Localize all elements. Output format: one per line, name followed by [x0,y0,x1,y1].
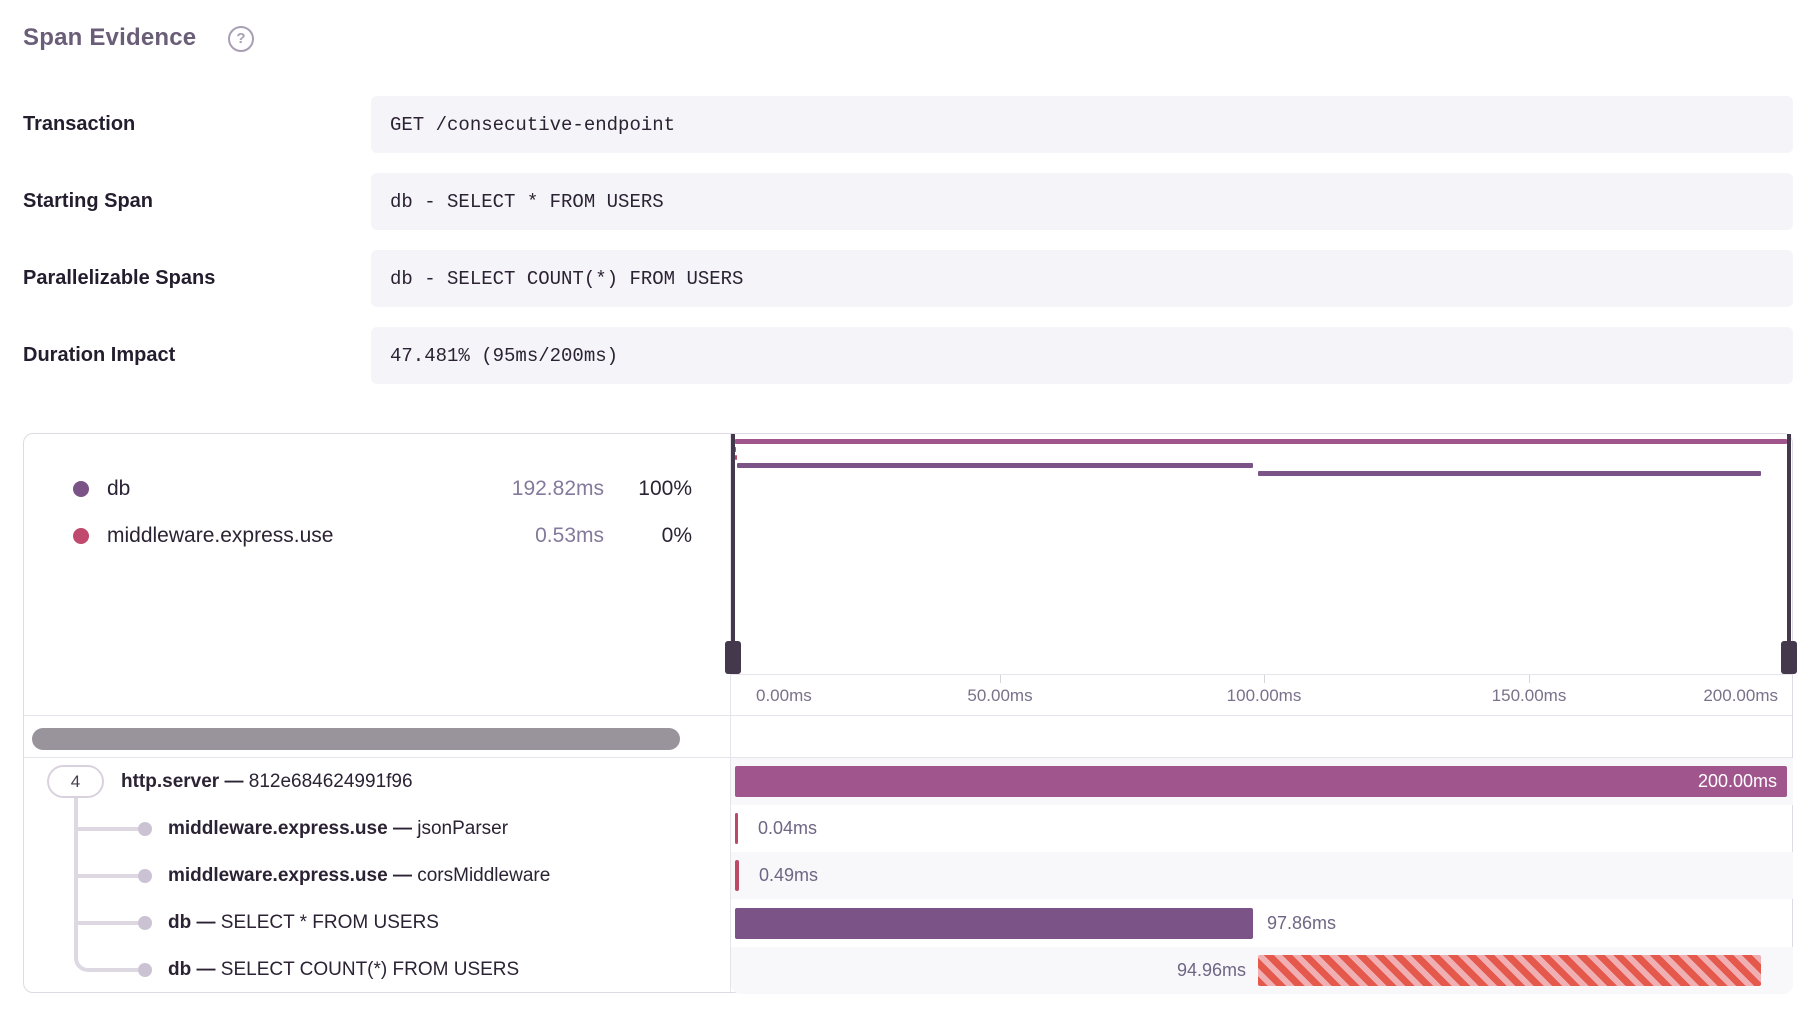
evidence-label-transaction: Transaction [23,113,136,135]
span-op: db [168,959,192,981]
tree-connector-branch [77,826,138,831]
legend-duration: 192.82ms [511,476,604,500]
span-separator: — [392,817,412,839]
time-axis: 0.00ms 50.00ms 100.00ms 150.00ms 200.00m… [731,674,1793,715]
minimap-bar-db-select [737,463,1253,468]
minimap-left-grip[interactable] [725,641,741,674]
span-separator: — [196,959,216,981]
evidence-value-parallelizable-spans: db - SELECT COUNT(*) FROM USERS [371,250,1793,307]
minimap-bar-middleware-1 [735,447,736,452]
span-op: middleware.express.use [168,864,388,886]
db-legend-dot [73,480,89,497]
axis-tick [1264,675,1265,683]
legend-item-db: db 192.82ms 100% [24,465,730,512]
minimap-bar-middleware-2 [735,455,737,460]
evidence-value-starting-span: db - SELECT * FROM USERS [371,173,1793,230]
legend-name: middleware.express.use [107,523,334,547]
duration-row-jsonparser[interactable]: 0.04ms [731,805,1793,852]
span-tree-row-db-count[interactable]: db — SELECT COUNT(*) FROM USERS [24,947,730,994]
span-description: jsonParser [417,817,509,839]
span-op: middleware.express.use [168,817,388,839]
help-icon[interactable]: ? [228,26,254,52]
tree-connector-vertical [74,798,78,928]
scrollbar-track [24,716,730,757]
tree-connector-branch [77,921,138,926]
legend-percent: 0% [661,523,692,547]
span-tree-row-jsonparser[interactable]: middleware.express.use — jsonParser [24,805,730,852]
divider-line [24,715,1792,716]
axis-label-150ms: 150.00ms [1491,686,1567,705]
minimap-bar-http-server [735,439,1787,444]
tree-node-dot [138,963,152,978]
duration-bar-jsonparser[interactable] [735,813,738,845]
tree-node-dot [138,821,152,836]
span-separator: — [224,770,244,792]
span-separator: — [392,864,412,886]
span-description: corsMiddleware [417,864,551,886]
evidence-value-duration-impact: 47.481% (95ms/200ms) [371,327,1793,384]
tree-connector-elbow [74,924,138,972]
span-duration-bars: 200.00ms 0.04ms 0.49ms 97.86ms 94.96ms [731,758,1793,994]
axis-label-100ms: 100.00ms [1226,686,1302,705]
axis-label-0ms: 0.00ms [756,686,812,705]
duration-row-corsmiddleware[interactable]: 0.49ms [731,852,1793,899]
tree-node-dot [138,916,152,931]
span-description: SELECT COUNT(*) FROM USERS [220,959,520,981]
duration-bar-db-select[interactable] [735,907,1253,939]
minimap-left-handle[interactable] [731,434,735,674]
axis-tick [1529,675,1530,683]
duration-bar-db-count-hatched[interactable] [1258,954,1761,986]
tree-connector-branch [77,874,138,878]
duration-label: 94.96ms [1176,959,1246,980]
span-tree-row-corsmiddleware[interactable]: middleware.express.use — corsMiddleware [24,852,730,899]
panel-divider[interactable] [730,434,731,992]
duration-bar-http-server[interactable]: 200.00ms [735,766,1787,797]
span-separator: — [196,912,216,934]
duration-bar-corsmiddleware[interactable] [735,860,739,892]
span-description: SELECT * FROM USERS [220,912,439,934]
span-tree: 4 http.server — 812e684624991f96 middlew… [24,758,730,994]
legend-duration: 0.53ms [535,523,604,547]
minimap-right-handle[interactable] [1787,434,1791,674]
axis-label-50ms: 50.00ms [967,686,1033,705]
minimap-right-grip[interactable] [1781,641,1797,674]
span-op: db [168,912,192,934]
legend-item-middleware: middleware.express.use 0.53ms 0% [24,512,730,559]
duration-row-db-select[interactable]: 97.86ms [731,900,1793,947]
span-op: http.server [121,770,220,792]
duration-label: 0.49ms [759,865,819,886]
minimap[interactable] [725,434,1797,674]
span-tree-row-http-server[interactable]: 4 http.server — 812e684624991f96 [24,758,730,805]
evidence-label-starting-span: Starting Span [23,190,154,212]
legend-name: db [107,476,131,500]
duration-label: 97.86ms [1267,912,1337,933]
tree-node-dot [138,869,152,883]
middleware-legend-dot [73,527,89,544]
evidence-label-duration-impact: Duration Impact [23,344,176,366]
evidence-label-parallelizable-spans: Parallelizable Spans [23,267,216,289]
trace-viewer-panel: db 192.82ms 100% middleware.express.use … [23,433,1797,994]
duration-row-http-server[interactable]: 200.00ms [731,758,1793,805]
legend-percent: 100% [638,476,692,500]
span-description: 812e684624991f96 [248,770,413,792]
span-tree-row-db-select[interactable]: db — SELECT * FROM USERS [24,900,730,947]
page-title: Span Evidence [23,24,197,51]
divider-line [24,757,1792,758]
duration-label: 0.04ms [758,818,818,839]
evidence-value-transaction: GET /consecutive-endpoint [371,96,1793,153]
duration-row-db-count[interactable]: 94.96ms [731,947,1793,994]
horizontal-scrollbar[interactable] [32,728,680,750]
span-children-count-pill[interactable]: 4 [47,765,104,798]
axis-tick [1000,675,1001,683]
axis-label-200ms: 200.00ms [1703,686,1778,705]
minimap-bar-db-count [1258,471,1761,476]
